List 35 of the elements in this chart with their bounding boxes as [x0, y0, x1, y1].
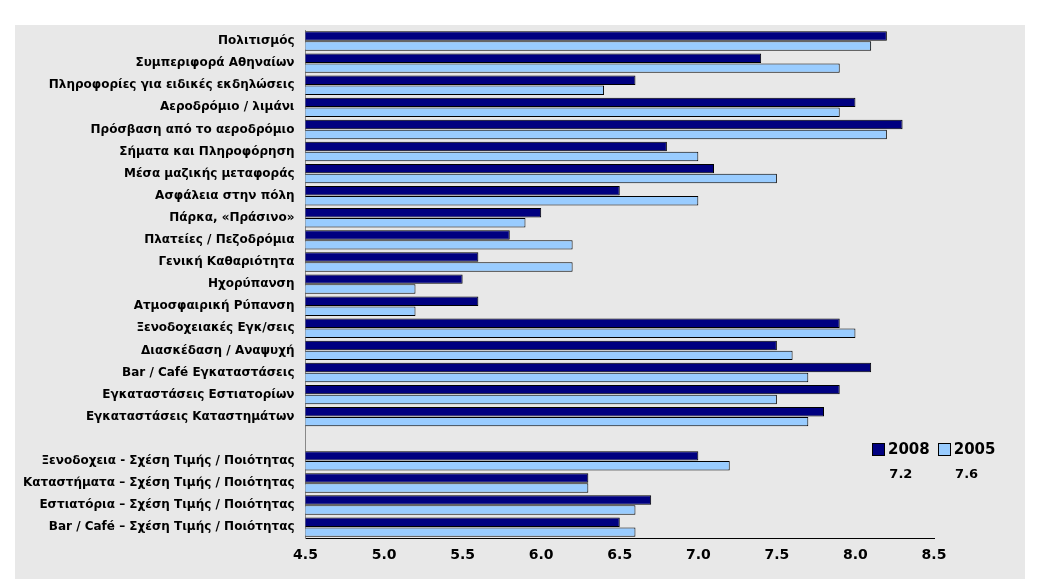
y-tick-label: Πολιτισμός	[218, 33, 295, 48]
x-tick-label: 6.5	[607, 546, 633, 563]
y-tick-label: Καταστήματα – Σχέση Τιμής / Ποιότητας	[22, 475, 295, 490]
legend-label: 2005	[953, 440, 996, 458]
x-tick-label: 7.5	[764, 546, 790, 563]
y-tick-label: Πληροφορίες για ειδικές εκδηλώσεις	[48, 77, 295, 92]
y-tick-label: Εγκαταστάσεις Εστιατορίων	[102, 386, 295, 401]
x-tick-label: 8.0	[843, 546, 869, 563]
y-tick-label: Ξενοδοχεια - Σχέση Τιμής / Ποιότητας	[41, 452, 295, 467]
x-tick-label: 5.5	[450, 546, 476, 563]
y-tick-label: Πλατείες / Πεζοδρόμια	[144, 232, 295, 247]
y-tick-label: Ηχορύπανση	[207, 276, 295, 291]
x-tick-label: 7.0	[685, 546, 711, 563]
y-tick-label: Ξενοδοχειακές Εγκ/σεις	[136, 320, 295, 335]
x-tick-label: 8.5	[921, 546, 947, 563]
y-tick-label: Πρόσβαση από το αεροδρόμιο	[90, 121, 295, 136]
y-tick-label: Σήματα και Πληροφόρηση	[119, 143, 295, 158]
y-tick-label: Ατμοσφαιρική Ρύπανση	[133, 298, 295, 313]
y-tick-label: Bar / Café Εγκαταστάσεις	[122, 364, 295, 379]
y-tick-label: Συμπεριφορά Αθηναίων	[135, 55, 295, 70]
y-tick-label: Εγκαταστάσεις Καταστημάτων	[85, 408, 295, 423]
y-tick-label: Εστιατόρια – Σχέση Τιμής / Ποιότητας	[39, 497, 295, 512]
annotation: 7.2	[889, 466, 913, 481]
y-tick-label: Αεροδρόμιο / λιμάνι	[159, 99, 295, 114]
x-tick-label: 6.0	[528, 546, 554, 563]
y-tick-label: Ασφάλεια στην πόλη	[155, 187, 295, 202]
text: 7.6	[955, 466, 979, 481]
x-tick-label: 5.0	[371, 546, 397, 563]
y-tick-label: Bar / Café – Σχέση Τιμής / Ποιότητας	[48, 519, 295, 534]
y-tick-label: Πάρκα, «Πράσινο»	[169, 209, 295, 224]
legend-label: 2008	[888, 440, 930, 458]
x-tick-label: 4.5	[293, 546, 318, 563]
y-tick-label: Διασκέδαση / Αναψυχή	[141, 342, 295, 357]
y-tick-label: Γενική Καθαριότητα	[158, 254, 295, 269]
y-tick-label: Μέσα μαζικής μεταφοράς	[123, 165, 295, 180]
